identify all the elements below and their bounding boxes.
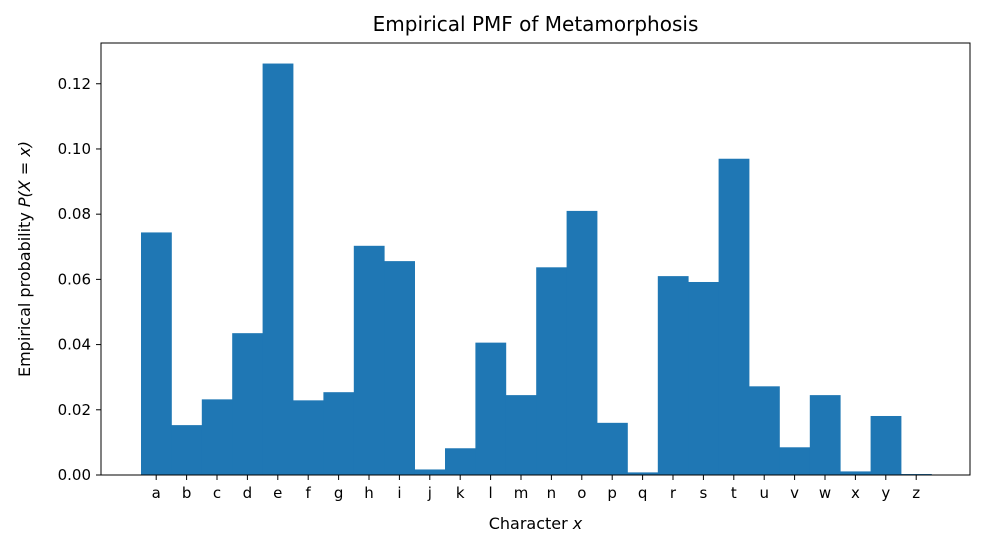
x-tick-label: n bbox=[547, 484, 557, 502]
bar-s bbox=[688, 281, 719, 475]
x-tick-label: f bbox=[306, 484, 312, 502]
bar-i bbox=[384, 261, 415, 475]
y-axis-ticks: 0.00 0.02 0.04 0.06 0.08 0.10 0.12 bbox=[58, 75, 101, 484]
bar-x bbox=[840, 471, 871, 475]
bar-w bbox=[809, 395, 841, 475]
x-tick-label: v bbox=[790, 484, 799, 502]
bar-e bbox=[262, 63, 294, 475]
y-tick-label: 0.06 bbox=[58, 270, 91, 288]
y-tick-label: 0.04 bbox=[58, 336, 91, 354]
x-tick-label: d bbox=[243, 484, 253, 502]
bar-f bbox=[293, 400, 324, 475]
bar-v bbox=[779, 447, 811, 475]
y-tick-label: 0.02 bbox=[58, 401, 91, 419]
y-tick-label: 0.00 bbox=[58, 466, 91, 484]
chart-title: Empirical PMF of Metamorphosis bbox=[373, 12, 699, 36]
x-tick-label: l bbox=[489, 484, 493, 502]
x-tick-label: x bbox=[851, 484, 860, 502]
x-tick-label: j bbox=[427, 484, 432, 502]
x-tick-label: g bbox=[334, 484, 344, 502]
y-tick-label: 0.10 bbox=[58, 140, 91, 158]
bar-r bbox=[657, 276, 689, 475]
x-tick-label: y bbox=[881, 484, 890, 502]
x-tick-label: m bbox=[514, 484, 529, 502]
bar-g bbox=[323, 392, 355, 475]
x-tick-label: t bbox=[731, 484, 737, 502]
bar-l bbox=[475, 342, 507, 475]
bar-y bbox=[870, 415, 902, 475]
y-tick-label: 0.12 bbox=[58, 75, 91, 93]
x-tick-label: h bbox=[364, 484, 374, 502]
x-tick-label: a bbox=[152, 484, 161, 502]
x-tick-label: s bbox=[699, 484, 707, 502]
bar-c bbox=[201, 399, 233, 475]
x-tick-label: p bbox=[607, 484, 617, 502]
bar-m bbox=[505, 395, 537, 475]
bar-h bbox=[353, 245, 385, 475]
bar-d bbox=[232, 333, 263, 475]
x-tick-label: c bbox=[213, 484, 221, 502]
bar-a bbox=[141, 232, 172, 475]
x-tick-label: u bbox=[759, 484, 769, 502]
x-tick-label: r bbox=[670, 484, 677, 502]
x-tick-label: i bbox=[397, 484, 401, 502]
x-tick-label: b bbox=[182, 484, 192, 502]
y-axis-label-text: Empirical probability bbox=[15, 207, 34, 377]
y-axis-label: Empirical probability P(X = x) bbox=[15, 141, 34, 377]
bar-t bbox=[718, 158, 750, 476]
x-tick-label: o bbox=[577, 484, 586, 502]
x-axis-label: Character x bbox=[489, 514, 583, 533]
bar-b bbox=[171, 425, 203, 475]
x-tick-label: w bbox=[819, 484, 831, 502]
x-tick-label: k bbox=[456, 484, 465, 502]
x-tick-label: e bbox=[273, 484, 282, 502]
x-tick-label: q bbox=[638, 484, 648, 502]
bar-q bbox=[627, 472, 659, 475]
bar-n bbox=[536, 267, 567, 475]
plot-frame bbox=[100, 42, 971, 476]
bar-p bbox=[597, 422, 628, 475]
x-axis-label-var: x bbox=[572, 514, 583, 533]
bar-k bbox=[445, 448, 476, 475]
bar-j bbox=[414, 469, 446, 475]
bar-u bbox=[749, 386, 780, 475]
x-axis-label-text: Character bbox=[489, 514, 573, 533]
x-tick-label: z bbox=[912, 484, 920, 502]
bars-group bbox=[141, 63, 932, 476]
y-tick-label: 0.08 bbox=[58, 205, 91, 223]
y-axis-label-math: P(X = x) bbox=[15, 141, 34, 207]
bar-o bbox=[566, 210, 598, 475]
